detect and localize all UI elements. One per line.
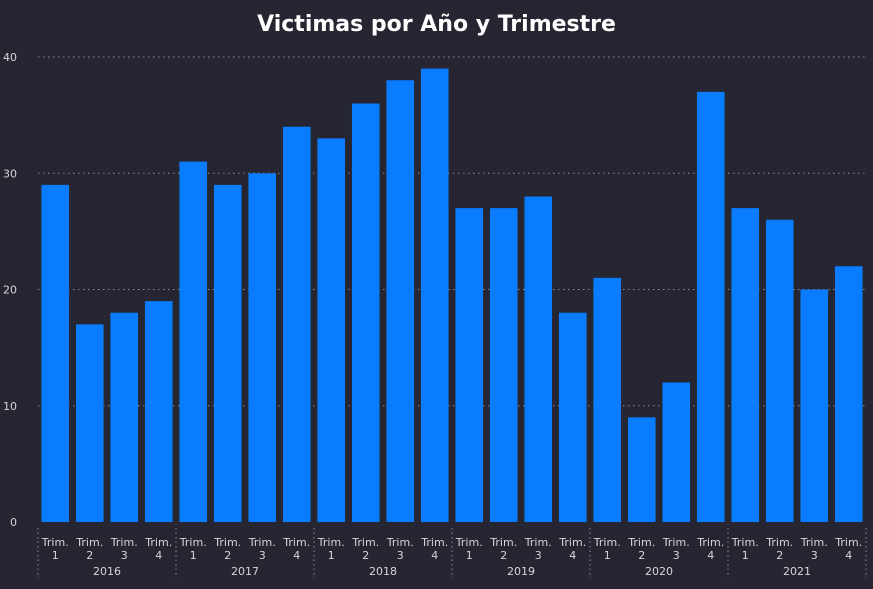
bar[interactable] <box>489 208 518 522</box>
bar[interactable] <box>731 208 760 522</box>
y-tick-label: 10 <box>3 400 17 413</box>
chart-title: Victimas por Año y Trimestre <box>257 12 616 37</box>
x-tick-label: Trim. 4 <box>834 536 862 562</box>
year-label: 2019 <box>507 565 535 578</box>
x-tick-label: Trim. 3 <box>248 536 276 562</box>
x-tick-label: Trim. 3 <box>662 536 690 562</box>
bar[interactable] <box>558 312 587 522</box>
x-tick-label: Trim. 2 <box>489 536 517 562</box>
year-label: 2020 <box>645 565 673 578</box>
y-tick-label: 40 <box>3 51 17 64</box>
y-tick-label: 20 <box>3 284 17 297</box>
bar[interactable] <box>593 277 622 522</box>
bar[interactable] <box>41 184 70 522</box>
x-tick-label: Trim. 1 <box>455 536 483 562</box>
year-label: 2017 <box>231 565 259 578</box>
bar[interactable] <box>420 68 449 522</box>
x-tick-label: Trim. 1 <box>731 536 759 562</box>
gridlines <box>38 56 866 407</box>
bar[interactable] <box>351 103 380 523</box>
bar[interactable] <box>834 266 863 522</box>
x-tick-label: Trim. 2 <box>213 536 241 562</box>
bar[interactable] <box>75 324 104 522</box>
x-tick-label: Trim. 2 <box>75 536 103 562</box>
bar[interactable] <box>213 184 242 522</box>
bar[interactable] <box>179 161 208 522</box>
bar[interactable] <box>144 301 173 522</box>
bar[interactable] <box>765 219 794 522</box>
x-tick-label: Trim. 2 <box>351 536 379 562</box>
bar[interactable] <box>317 138 346 522</box>
x-tick-label: Trim. 1 <box>593 536 621 562</box>
x-tick-label: Trim. 1 <box>41 536 69 562</box>
x-tick-label: Trim. 4 <box>282 536 310 562</box>
x-tick-label: Trim. 2 <box>765 536 793 562</box>
year-label: 2018 <box>369 565 397 578</box>
y-tick-label: 0 <box>10 516 17 529</box>
year-label: 2021 <box>783 565 811 578</box>
year-label: 2016 <box>93 565 121 578</box>
bar[interactable] <box>800 289 829 523</box>
y-tick-label: 30 <box>3 167 17 180</box>
bars <box>41 68 863 523</box>
x-tick-label: Trim. 3 <box>110 536 138 562</box>
bar[interactable] <box>662 382 691 523</box>
bar[interactable] <box>696 91 725 522</box>
x-tick-label: Trim. 3 <box>386 536 414 562</box>
bar[interactable] <box>386 80 415 522</box>
bar[interactable] <box>248 173 277 522</box>
bar[interactable] <box>627 417 656 522</box>
x-tick-label: Trim. 2 <box>627 536 655 562</box>
x-tick-label: Trim. 3 <box>524 536 552 562</box>
x-tick-label: Trim. 4 <box>144 536 172 562</box>
bar[interactable] <box>524 196 553 523</box>
bar[interactable] <box>455 208 484 522</box>
x-tick-label: Trim. 1 <box>317 536 345 562</box>
bar[interactable] <box>282 126 311 522</box>
x-tick-label: Trim. 4 <box>696 536 724 562</box>
x-tick-label: Trim. 3 <box>800 536 828 562</box>
x-tick-label: Trim. 4 <box>420 536 448 562</box>
x-tick-label: Trim. 1 <box>179 536 207 562</box>
x-tick-label: Trim. 4 <box>558 536 586 562</box>
bar[interactable] <box>110 312 139 522</box>
